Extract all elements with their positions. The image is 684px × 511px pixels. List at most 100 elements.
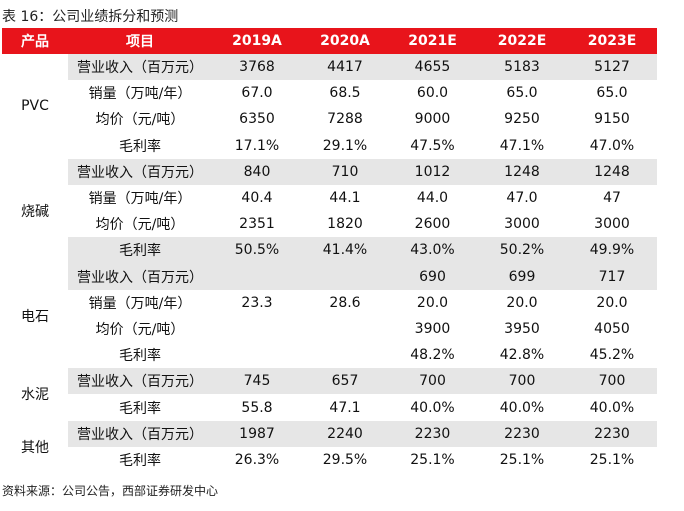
- value-cell: 3950: [504, 320, 540, 337]
- table-row: 毛利率 26.3% 29.5% 25.1% 25.1% 25.1%: [2, 447, 657, 473]
- item-cell: 毛利率: [119, 452, 161, 469]
- value-cell: 9150: [594, 111, 630, 128]
- value-cell: 1820: [327, 216, 363, 233]
- table-row: 均价（元/吨） 6350 7288 9000 9250 9150: [2, 106, 657, 132]
- value-cell: 47.0: [506, 190, 538, 207]
- value-cell: 28.6: [329, 294, 361, 311]
- item-cell: 销量（万吨/年）: [88, 191, 192, 208]
- table-row: 销量（万吨/年） 23.3 28.6 20.0 20.0 20.0: [2, 290, 657, 316]
- product-cell: 电石: [2, 263, 68, 369]
- value-cell: 47: [603, 190, 621, 207]
- value-cell: 3768: [212, 54, 302, 81]
- table-row: 销量（万吨/年） 40.4 44.1 44.0 47.0 47: [2, 185, 657, 211]
- item-cell: 毛利率: [119, 348, 161, 365]
- value-cell: 3000: [594, 216, 630, 233]
- value-cell: 4655: [388, 54, 477, 81]
- value-cell: 25.1%: [410, 451, 455, 468]
- item-cell: 均价（元/吨）: [95, 112, 185, 129]
- value-cell: 2230: [477, 420, 567, 447]
- value-cell: 4417: [302, 54, 388, 81]
- item-cell: 毛利率: [119, 400, 161, 417]
- empty-cell: [212, 263, 302, 290]
- value-cell: 700: [388, 368, 477, 395]
- item-cell: 毛利率: [119, 138, 161, 155]
- empty-cell: [302, 342, 388, 368]
- value-cell: 20.0: [416, 294, 449, 311]
- value-cell: 7288: [327, 111, 363, 128]
- table-row: 电石 营业收入（百万元） 690 699 717: [2, 263, 657, 369]
- value-cell: 4050: [594, 320, 630, 337]
- value-cell: 40.0%: [410, 399, 455, 416]
- value-cell: 2240: [302, 420, 388, 447]
- value-cell: 29.1%: [322, 137, 368, 154]
- table-row: 其他 营业收入（百万元） 1987 2240 2230 2230 2230: [2, 420, 657, 473]
- table-row: PVC 营业收入（百万元） 3768 4417 4655 5183 5127: [2, 54, 657, 159]
- value-cell: 1248: [477, 158, 567, 185]
- item-cell: 销量（万吨/年）: [88, 295, 192, 312]
- empty-cell: [302, 316, 388, 342]
- table-row: 毛利率 17.1% 29.1% 47.5% 47.1% 47.0%: [2, 133, 657, 159]
- item-cell: 销量（万吨/年）: [88, 86, 192, 103]
- value-cell: 41.4%: [302, 237, 388, 264]
- column-header: 2020A: [302, 28, 388, 54]
- column-header: 2022E: [477, 28, 567, 54]
- product-cell: 水泥: [2, 368, 68, 421]
- value-cell: 2351: [239, 216, 275, 233]
- table-row: 烧碱 营业收入（百万元） 840 710 1012 1248 1248: [2, 158, 657, 264]
- value-cell: 2600: [414, 216, 451, 233]
- value-cell: 44.1: [329, 190, 361, 207]
- item-cell: 营业收入（百万元）: [68, 420, 212, 447]
- value-cell: 42.8%: [499, 347, 545, 364]
- data-table: 产品 项目 2019A 2020A 2021E 2022E 2023E PVC 营业收入（百万…: [2, 28, 657, 473]
- value-cell: 55.8: [241, 399, 273, 416]
- value-cell: 43.0%: [388, 237, 477, 264]
- value-cell: 5183: [477, 54, 567, 81]
- value-cell: 44.0: [416, 190, 449, 207]
- value-cell: 1987: [212, 420, 302, 447]
- product-cell: 其他: [2, 420, 68, 473]
- column-header: 项目: [68, 28, 212, 54]
- item-cell: 毛利率: [68, 237, 212, 264]
- value-cell: 17.1%: [234, 137, 280, 154]
- column-header: 产品: [2, 28, 68, 54]
- value-cell: 23.3: [241, 294, 273, 311]
- empty-cell: [212, 342, 302, 368]
- value-cell: 5127: [567, 54, 657, 81]
- value-cell: 1012: [388, 158, 477, 185]
- empty-cell: [302, 263, 388, 290]
- value-cell: 68.5: [329, 85, 361, 102]
- value-cell: 48.2%: [410, 347, 455, 364]
- item-cell: 营业收入（百万元）: [68, 158, 212, 185]
- table-row: 水泥 营业收入（百万元） 745 657 700 700 700: [2, 368, 657, 421]
- item-cell: 营业收入（百万元）: [68, 368, 212, 395]
- value-cell: 700: [567, 368, 657, 395]
- table-row: 销量（万吨/年） 67.0 68.5 60.0 65.0 65.0: [2, 80, 657, 106]
- value-cell: 9250: [504, 111, 540, 128]
- column-header: 2019A: [212, 28, 302, 54]
- value-cell: 50.2%: [477, 237, 567, 264]
- product-cell: PVC: [2, 54, 68, 159]
- empty-cell: [212, 316, 302, 342]
- item-cell: 均价（元/吨）: [95, 217, 185, 234]
- value-cell: 25.1%: [499, 451, 545, 468]
- value-cell: 40.0%: [499, 399, 545, 416]
- value-cell: 26.3%: [234, 451, 280, 468]
- value-cell: 840: [212, 158, 302, 185]
- value-cell: 717: [567, 263, 657, 290]
- table-title: 表 16：公司业绩拆分和预测: [2, 9, 179, 25]
- value-cell: 47.0%: [589, 137, 635, 154]
- value-cell: 25.1%: [589, 451, 635, 468]
- value-cell: 29.5%: [322, 451, 368, 468]
- value-cell: 45.2%: [589, 347, 635, 364]
- value-cell: 2230: [567, 420, 657, 447]
- value-cell: 47.1: [329, 399, 361, 416]
- item-cell: 均价（元/吨）: [95, 321, 185, 338]
- value-cell: 699: [477, 263, 567, 290]
- table-body: PVC 营业收入（百万元） 3768 4417 4655 5183 5127 销量（万吨/年）…: [2, 54, 657, 473]
- table-row: 毛利率 50.5% 41.4% 43.0% 50.2% 49.9%: [2, 237, 657, 264]
- table-row: 毛利率 48.2% 42.8% 45.2%: [2, 342, 657, 368]
- value-cell: 65.0: [506, 85, 538, 102]
- value-cell: 9000: [414, 111, 451, 128]
- value-cell: 50.5%: [212, 237, 302, 264]
